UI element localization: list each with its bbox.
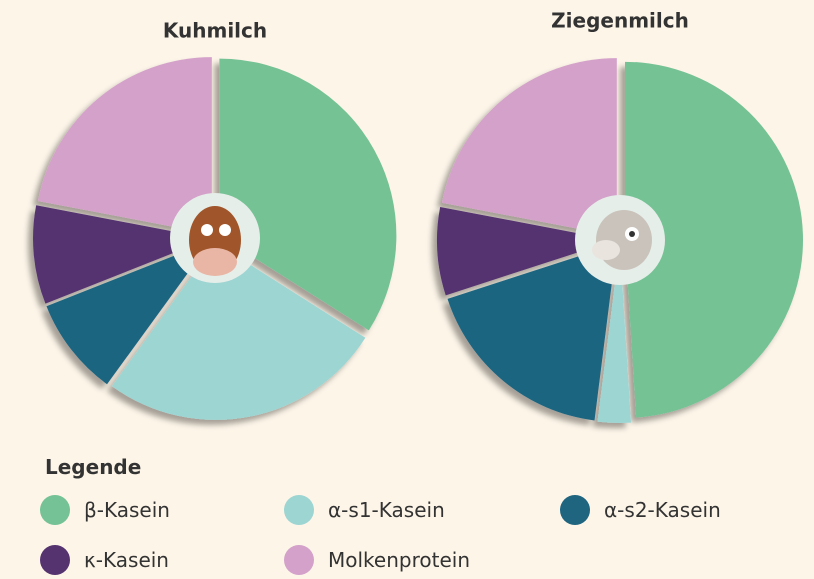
animal-icon (219, 224, 231, 236)
animal-icon (592, 240, 620, 260)
legend-label: κ-Kasein (84, 548, 169, 572)
legend-item: Molkenprotein (284, 545, 470, 575)
legend-label: α-s1-Kasein (328, 498, 445, 522)
legend-swatch (284, 495, 314, 525)
legend-title: Legende (45, 455, 141, 479)
legend-item: β-Kasein (40, 495, 170, 525)
legend-swatch (560, 495, 590, 525)
legend-label: α-s2-Kasein (604, 498, 721, 522)
chart-title: Kuhmilch (163, 19, 267, 43)
legend-swatch (40, 495, 70, 525)
animal-icon (193, 248, 237, 276)
legend-item: α-s2-Kasein (560, 495, 721, 525)
legend-item: κ-Kasein (40, 545, 169, 575)
animal-icon (596, 210, 652, 270)
legend-label: Molkenprotein (328, 548, 470, 572)
animal-icon (629, 231, 635, 237)
legend-item: α-s1-Kasein (284, 495, 445, 525)
chart-title: Ziegenmilch (551, 9, 689, 33)
page: Kuhmilch Ziegenmilch Legende β-Kasein α-s1… (0, 0, 814, 579)
legend-label: β-Kasein (84, 498, 170, 522)
animal-icon (201, 224, 213, 236)
legend-swatch (284, 545, 314, 575)
legend-swatch (40, 545, 70, 575)
charts: Kuhmilch Ziegenmilch (0, 0, 814, 450)
